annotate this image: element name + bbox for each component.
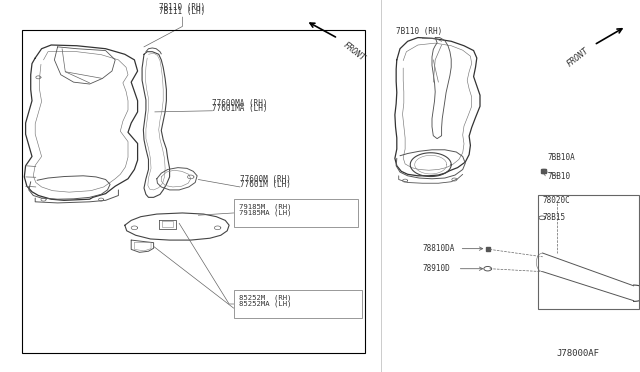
Text: 7B110 (RH): 7B110 (RH) [159, 3, 205, 12]
Text: 77601M (LH): 77601M (LH) [240, 180, 291, 189]
Text: 85252M  (RH): 85252M (RH) [239, 295, 291, 301]
Bar [234, 199, 358, 227]
Text: FRONT: FRONT [565, 46, 590, 69]
Bar [22, 30, 365, 353]
Text: 7BB10: 7BB10 [547, 172, 570, 182]
Text: 7B111 (LH): 7B111 (LH) [159, 7, 205, 16]
Bar [234, 290, 362, 318]
Text: 78910D: 78910D [422, 264, 450, 273]
Text: 77600M (RH): 77600M (RH) [240, 175, 291, 185]
Text: 79185M  (RH): 79185M (RH) [239, 203, 291, 210]
Text: 77600MA (RH): 77600MA (RH) [212, 99, 268, 108]
Text: 85252MA (LH): 85252MA (LH) [239, 301, 291, 307]
Text: 78810DA: 78810DA [422, 244, 455, 253]
Text: 7BB10A: 7BB10A [547, 153, 575, 162]
Text: 7B110 (RH): 7B110 (RH) [396, 27, 442, 36]
Text: 78B15: 78B15 [543, 213, 566, 222]
Text: 79185MA (LH): 79185MA (LH) [239, 209, 291, 216]
Text: J78000AF: J78000AF [557, 349, 600, 358]
Text: 78020C: 78020C [543, 196, 570, 205]
Bar [538, 196, 639, 309]
Text: FRONT: FRONT [341, 40, 366, 62]
Text: 77601MA (LH): 77601MA (LH) [212, 104, 268, 113]
